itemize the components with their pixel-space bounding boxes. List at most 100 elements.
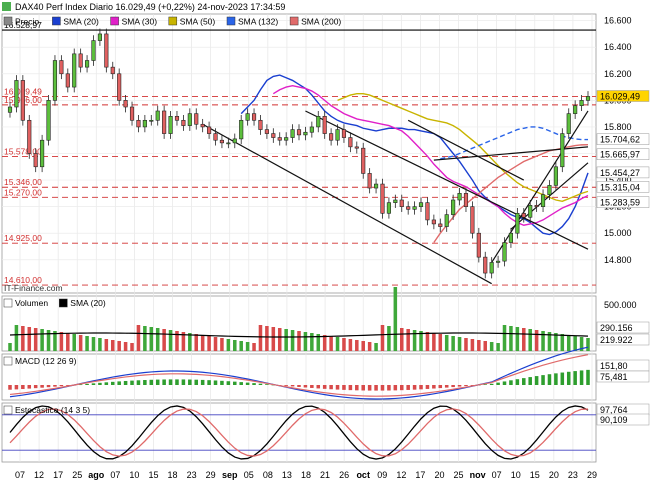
volume-bar [66,333,70,351]
candle [451,199,456,215]
macd-histogram-bar [220,380,224,385]
macd-histogram-bar [367,385,372,391]
chart-title: DAX40 Perf Index Diario 16.029,49 (+0,22… [15,2,285,12]
volume-bar [444,335,449,351]
candle [194,113,199,125]
volume-bar [162,329,166,351]
legend-swatch [110,16,119,26]
legend-label: SMA (200) [301,17,341,27]
x-tick-label: 07 [110,470,120,480]
volume-bar [104,339,109,351]
x-tick-label: 25 [72,470,82,480]
macd-histogram-bar [509,380,513,385]
x-tick-label: 29 [206,470,216,480]
volume-bar [200,335,205,351]
macd-histogram-bar [310,385,314,388]
x-tick-label: ago [88,470,105,480]
candle [553,166,558,186]
volume-bar [130,343,134,351]
price-tick-label: 16.200 [604,69,632,79]
macd-histogram-bar [541,375,545,385]
volume-bar [181,332,186,351]
candle [110,66,115,75]
candle [91,40,96,61]
value-box-label: 16.029,49 [600,92,640,102]
volume-bar [566,335,571,351]
value-box-label: 15.315,04 [600,182,640,192]
x-tick-label: 15 [148,470,158,480]
macd-histogram-bar [515,379,520,385]
price-tick-label: 15.800 [604,122,632,132]
volume-bar [374,343,378,351]
macd-histogram-bar [586,369,590,385]
macd-histogram-bar [14,385,19,390]
x-tick-label: 18 [301,470,311,480]
x-tick-label: oct [356,470,370,480]
macd-histogram-bar [188,379,192,385]
candle [547,185,552,195]
candle [296,129,302,136]
candle [52,60,58,101]
volume-bar [85,336,89,351]
volume-bar [515,327,520,351]
macd-histogram-bar [85,383,89,385]
macd-histogram-bar [91,383,96,385]
volume-bar [91,337,96,351]
macd-histogram-bar [21,385,25,390]
volume-bar [53,331,57,351]
macd-histogram-bar [252,383,256,385]
volume-bar [387,326,391,351]
macd-histogram-bar [200,379,205,385]
candle [174,116,180,121]
x-tick-label: 29 [587,470,597,480]
volume-bar [406,329,410,351]
value-box [596,148,650,160]
candle [393,199,398,203]
candle [284,137,289,141]
candle [316,116,321,128]
macd-histogram-bar [78,384,83,386]
labels: Precio SMA (20) SMA (30) SMA (50) SMA (132) S… [3,16,341,415]
volume-bar [33,328,38,351]
macd-histogram-bar [399,385,404,391]
candle [271,133,276,138]
legend-swatch [289,16,299,26]
volume-bar [98,338,102,351]
candle [168,116,173,134]
candle [418,202,424,207]
value-box [596,321,650,334]
candle [515,212,520,234]
volume-bar [143,326,147,351]
volume-bar [252,343,256,351]
candle [181,119,186,126]
value-box [596,413,650,426]
macd-histogram-bar [348,385,353,391]
volume-bar [271,327,276,351]
candle [303,131,308,136]
candle [264,129,269,134]
candle [187,113,192,126]
volume-bar [522,328,526,351]
macd-histogram-bar [322,385,327,389]
x-tick-label: 07 [15,470,25,480]
volume-bar [297,331,301,351]
x-tick-label: 08 [263,470,273,480]
level-label: 14.610,00 [4,275,42,285]
legend-label: Precio [15,17,39,27]
legend-label: Estocástico (14 3 5) [15,405,90,415]
macd-histogram-bar [438,385,443,389]
candle [72,53,77,88]
macd-histogram-bar [554,373,558,385]
volume-bar [419,331,423,351]
macd-histogram-bar [226,381,231,385]
macd-histogram-bar [329,385,333,390]
volume-bar [239,341,243,351]
x-tick-label: 12 [396,470,406,480]
candle [219,139,224,144]
macd-panel-frame [1,353,597,401]
candle [354,146,359,149]
macd-histogram-bar [470,385,475,386]
macd-histogram-bar [168,379,173,385]
volume-bar [155,328,160,351]
price-tick-label: 16.600 [604,16,632,26]
